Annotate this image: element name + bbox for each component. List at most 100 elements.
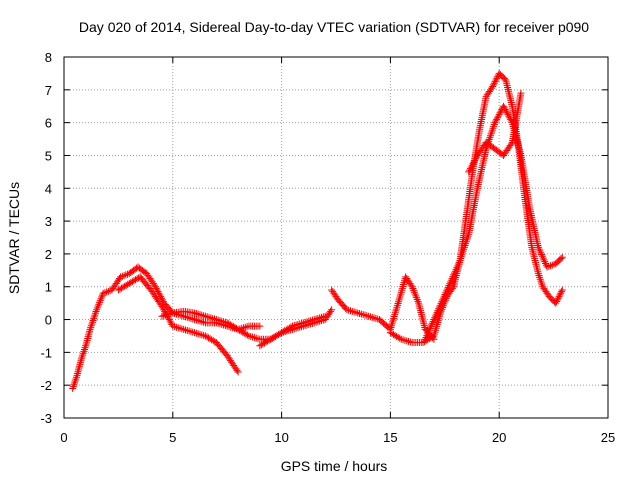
data-point: [357, 310, 365, 318]
data-point: [165, 310, 173, 318]
data-point: [174, 324, 182, 332]
data-point: [163, 311, 171, 319]
data-point: [166, 317, 174, 325]
data-point: [305, 320, 313, 328]
data-point: [90, 313, 98, 321]
data-point: [72, 373, 80, 381]
data-point: [492, 76, 500, 84]
y-tick-label: -2: [40, 378, 52, 393]
data-point: [189, 328, 197, 336]
data-point: [327, 307, 335, 315]
y-axis-ticks: -3 -2 -1 0 1 2 3 4 5 6 7 8: [40, 50, 608, 426]
data-point: [491, 78, 499, 86]
data-point: [352, 308, 360, 316]
data-point: [441, 290, 449, 298]
data-point: [345, 306, 353, 314]
data-point: [172, 323, 180, 331]
data-point: [389, 316, 397, 324]
data-point: [451, 267, 459, 275]
data-point: [70, 381, 78, 389]
data-point: [314, 318, 322, 326]
x-axis-label: GPS time / hours: [281, 458, 388, 474]
data-point: [428, 319, 436, 327]
data-point: [87, 324, 95, 332]
data-point: [392, 307, 400, 315]
data-point: [422, 333, 430, 341]
data-point: [472, 155, 480, 163]
data-point: [543, 263, 551, 271]
data-point: [487, 130, 495, 138]
data-point: [77, 355, 85, 363]
data-point: [507, 115, 515, 123]
data-point: [535, 245, 543, 253]
data-point: [96, 298, 104, 306]
data-point: [118, 272, 126, 280]
data-point: [434, 307, 442, 315]
data-point: [234, 368, 242, 376]
data-point: [440, 292, 448, 300]
data-point: [72, 375, 80, 383]
data-point: [548, 261, 556, 269]
data-point: [281, 328, 289, 336]
data-point: [450, 271, 458, 279]
series: [114, 273, 242, 376]
data-point: [296, 323, 304, 331]
data-point: [493, 115, 501, 123]
data-point: [489, 124, 497, 132]
data-point: [86, 325, 94, 333]
data-point: [534, 270, 542, 278]
data-point: [412, 292, 420, 300]
data-point: [233, 366, 241, 374]
data-point: [181, 326, 189, 334]
data-point: [397, 290, 405, 298]
data-point: [390, 314, 398, 322]
data-point: [180, 325, 188, 333]
data-point: [534, 243, 542, 251]
data-point: [189, 315, 197, 323]
data-point: [347, 307, 355, 315]
data-point: [221, 318, 229, 326]
data-point: [488, 128, 496, 136]
data-point: [558, 253, 566, 261]
data-point: [446, 280, 454, 288]
data-point: [397, 335, 405, 343]
data-point: [449, 273, 457, 281]
data-point: [489, 81, 497, 89]
data-point: [95, 300, 103, 308]
data-point: [424, 328, 432, 336]
series: [328, 273, 438, 343]
data-point: [435, 303, 443, 311]
data-point: [553, 296, 561, 304]
data-point: [98, 293, 106, 301]
data-point: [436, 301, 444, 309]
data-point: [122, 271, 130, 279]
y-tick-label: -3: [40, 411, 52, 426]
data-point: [454, 260, 462, 268]
data-point: [192, 329, 200, 337]
data-point: [489, 83, 497, 91]
data-point: [343, 306, 351, 314]
data-point: [406, 338, 414, 346]
y-tick-label: 8: [45, 50, 52, 65]
data-point: [432, 324, 440, 332]
data-point: [91, 309, 99, 317]
data-point: [396, 334, 404, 342]
data-point: [368, 313, 376, 321]
data-point: [87, 322, 95, 330]
data-point: [492, 117, 500, 125]
data-point: [425, 326, 433, 334]
data-point: [160, 312, 168, 320]
data-point: [178, 325, 186, 333]
x-tick-label: 5: [169, 430, 176, 445]
data-point: [317, 317, 325, 325]
data-point: [392, 305, 400, 313]
data-point: [370, 314, 378, 322]
data-point: [490, 79, 498, 87]
data-point: [252, 334, 260, 342]
data-point: [97, 295, 105, 303]
data-point: [94, 302, 102, 310]
data-point: [153, 286, 161, 294]
data-point: [395, 296, 403, 304]
data-point: [426, 324, 434, 332]
data-point: [192, 310, 200, 318]
